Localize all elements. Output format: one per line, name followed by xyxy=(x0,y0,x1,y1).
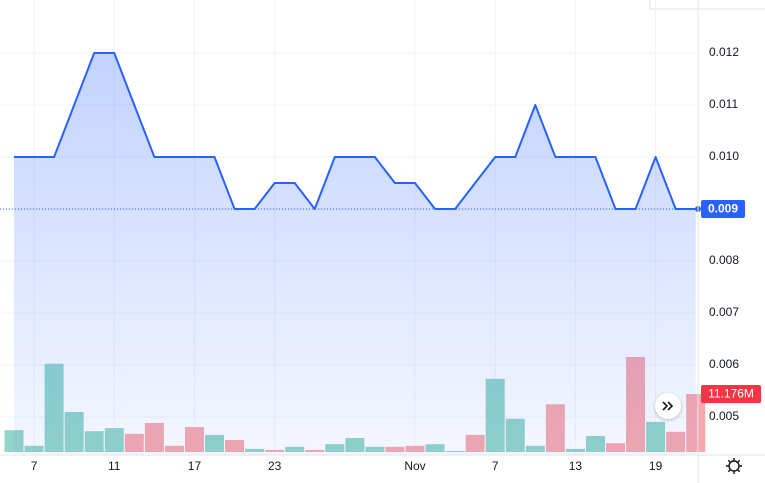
volume-value-label: 11.176M xyxy=(708,387,754,401)
y-tick-label: 0.006 xyxy=(709,357,739,371)
x-tick-label: 17 xyxy=(188,459,202,473)
x-tick-label: 23 xyxy=(268,459,282,473)
y-tick-label: 0.007 xyxy=(709,305,739,319)
axes: 0.005 0.006 0.007 0.008 0.009 0.010 0.011 0.012… xyxy=(31,45,761,473)
y-tick-label: 0.010 xyxy=(709,149,739,163)
y-tick-label: 0.012 xyxy=(709,45,739,59)
x-tick-label: 11 xyxy=(108,459,121,473)
last-price-badge xyxy=(701,200,745,219)
last-price-label: 0.009 xyxy=(708,202,738,216)
price-line xyxy=(14,52,696,211)
x-tick-label: 7 xyxy=(492,459,499,473)
settings-button[interactable] xyxy=(726,458,742,474)
y-tick-label: 0.011 xyxy=(709,97,738,111)
x-tick-label: 7 xyxy=(31,459,38,473)
gear-teeth[interactable] xyxy=(726,458,742,474)
x-tick-label: Nov xyxy=(404,459,425,473)
x-tick-label: 19 xyxy=(649,459,663,473)
scroll-icon[interactable] xyxy=(662,401,674,411)
plot xyxy=(0,52,706,455)
price-area xyxy=(14,53,696,455)
scroll-button[interactable] xyxy=(655,393,681,419)
y-tick-label: 0.005 xyxy=(709,409,739,423)
x-tick-label: 13 xyxy=(569,459,583,473)
volume-badge xyxy=(701,384,761,403)
y-tick-label: 0.008 xyxy=(709,253,739,267)
